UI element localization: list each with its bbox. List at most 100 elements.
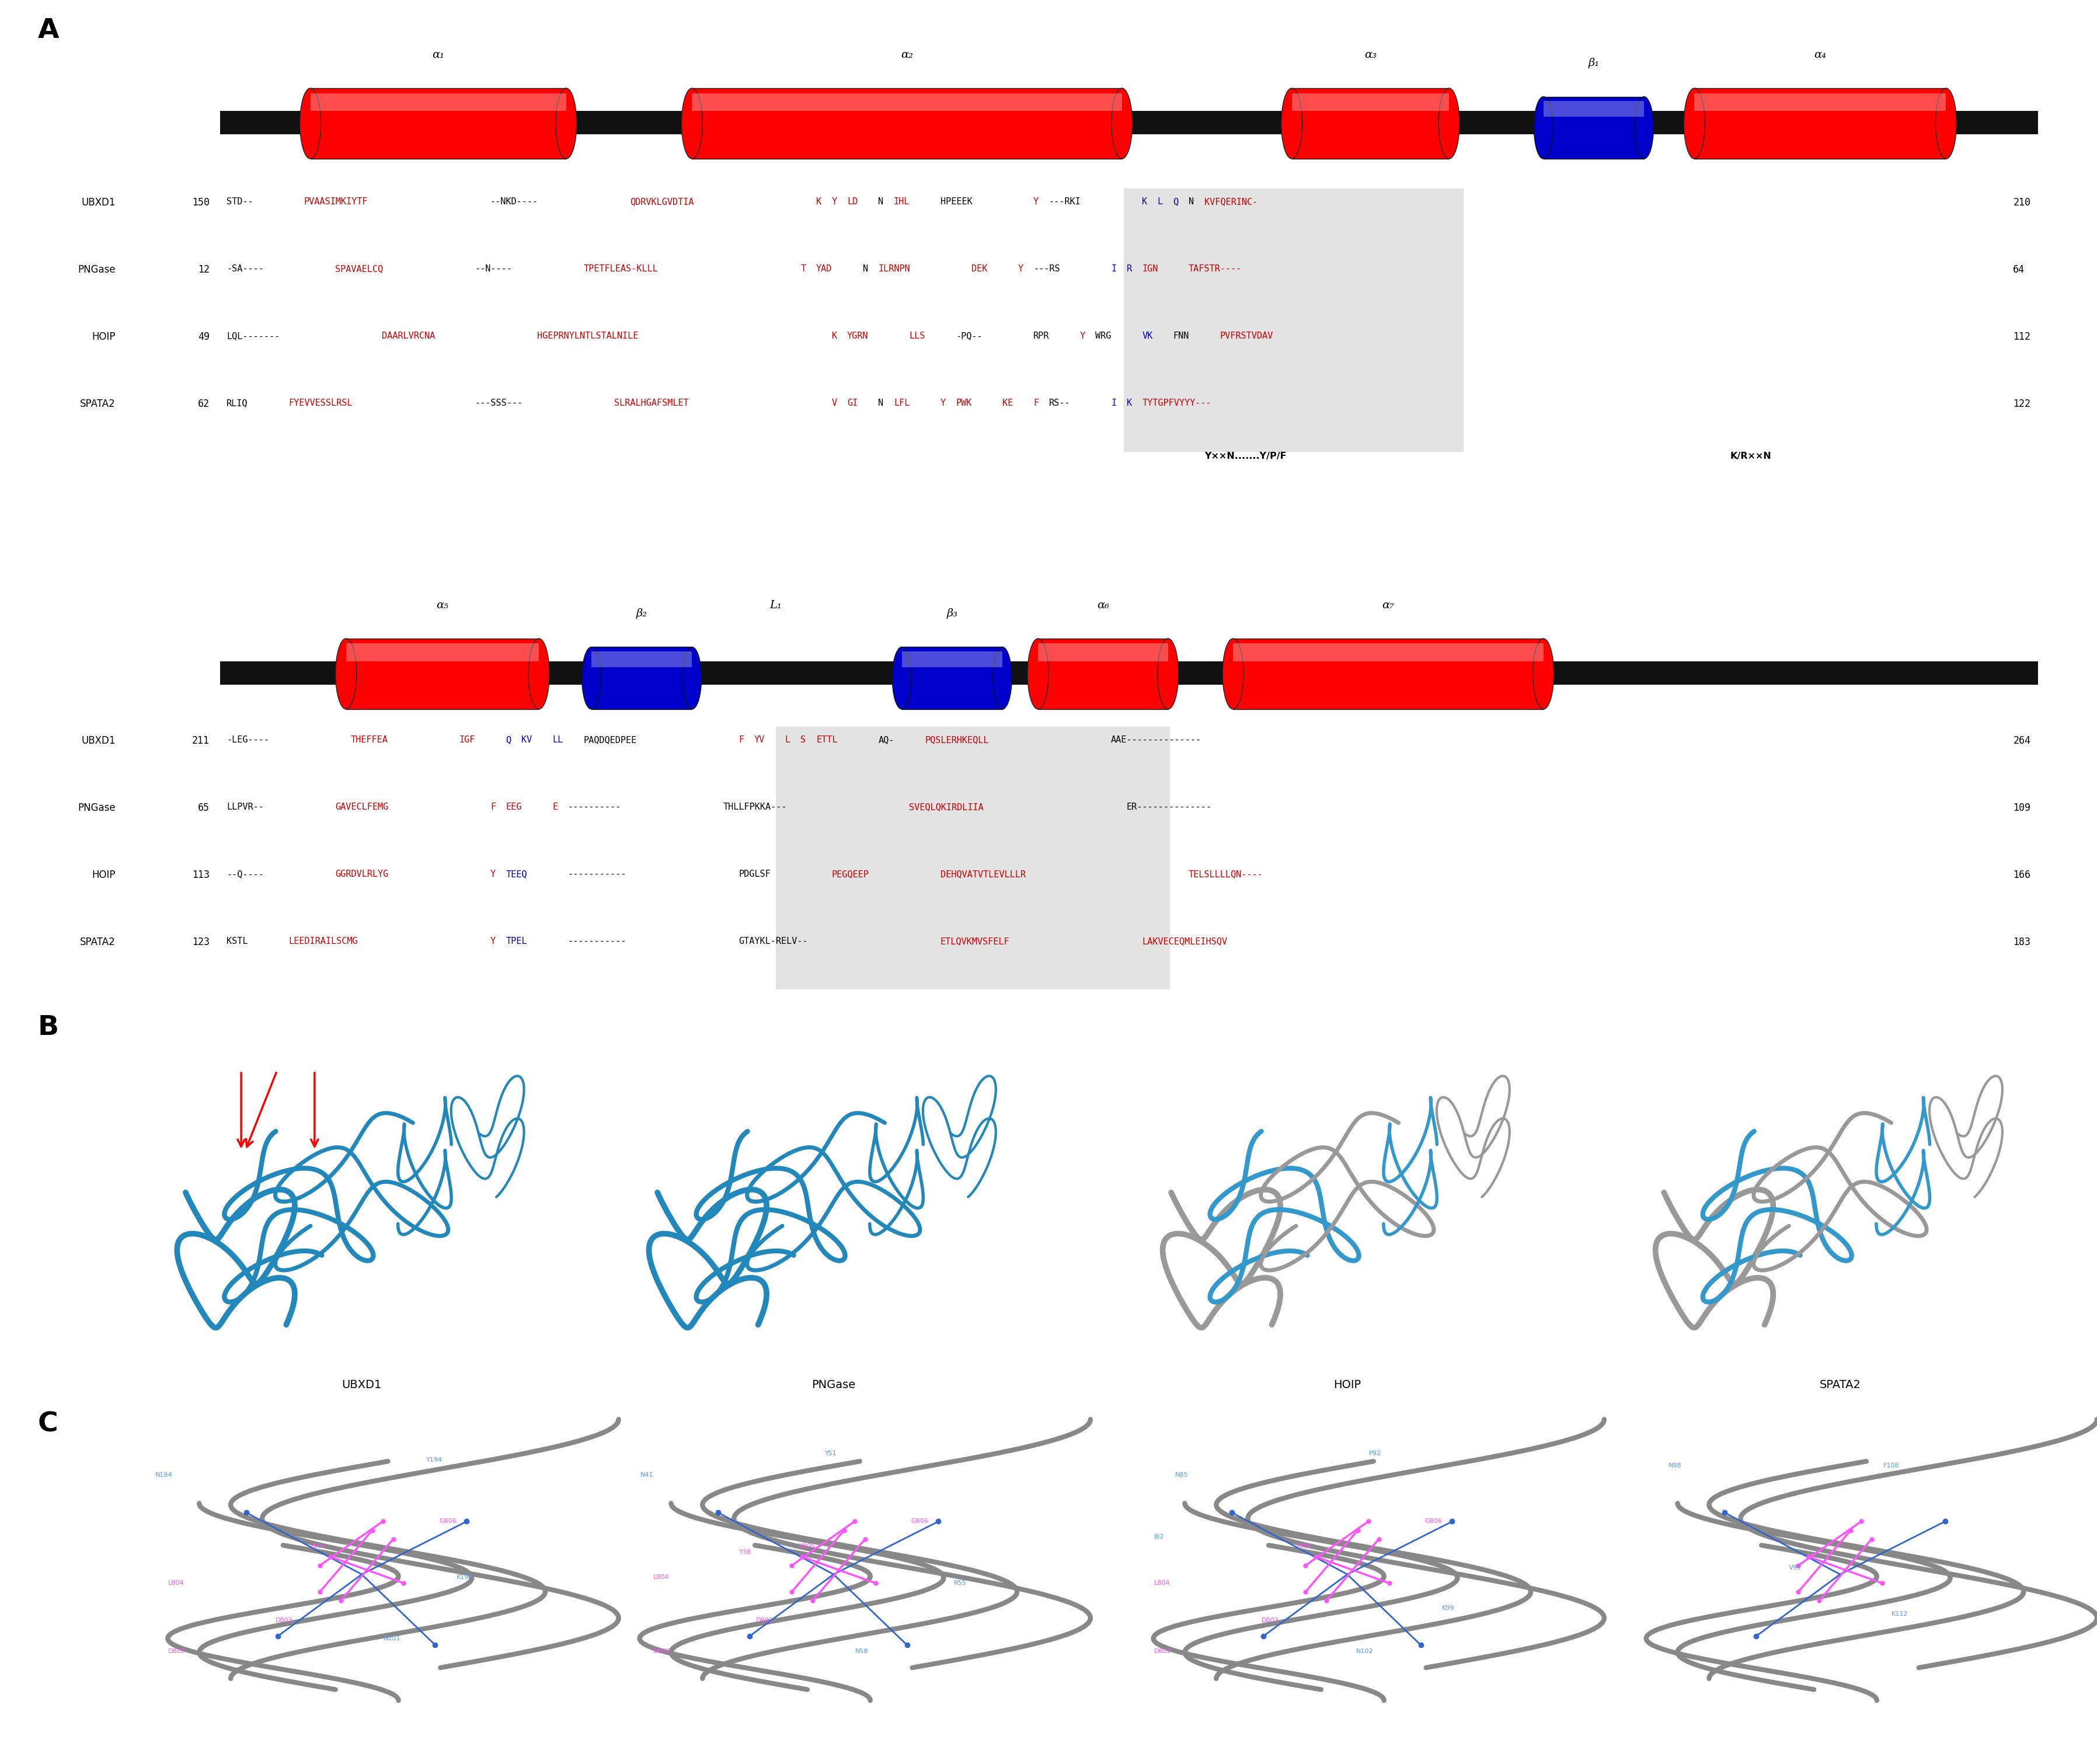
Ellipse shape [300,88,321,159]
Text: A: A [38,18,59,44]
Text: α₇: α₇ [1382,600,1395,610]
Bar [591,647,692,709]
Text: K198: K198 [457,1573,474,1581]
Text: Y: Y [1034,198,1038,206]
Text: PAQDQEDPEE: PAQDQEDPEE [583,736,637,744]
Bar [1233,644,1543,662]
Text: THEFFEA: THEFFEA [350,736,388,744]
Bar [692,88,1122,159]
Text: ILRNPN: ILRNPN [879,265,910,273]
Text: L₁: L₁ [770,600,782,610]
Bar [619,1429,1048,1738]
Text: STD--: STD-- [226,198,254,206]
Ellipse shape [528,639,549,709]
Text: 211: 211 [193,736,210,746]
Text: Y51: Y51 [824,1450,837,1457]
Text: KVFQERINC-: KVFQERINC- [1204,198,1258,206]
Ellipse shape [1028,639,1048,709]
Bar [147,1429,577,1738]
Text: FNN: FNN [1172,332,1189,340]
Bar [220,111,2038,134]
Text: TYTGPFVYYY---: TYTGPFVYYY--- [1143,399,1212,407]
Text: TEEQ: TEEQ [505,870,526,878]
Text: I82: I82 [1153,1535,1164,1540]
Text: C: C [38,1411,59,1438]
Bar [1233,639,1543,709]
Text: I: I [1111,265,1116,273]
Text: β₂: β₂ [635,609,648,619]
Bar [692,93,1122,111]
Text: G806: G806 [1424,1519,1443,1524]
Text: D803: D803 [757,1618,774,1623]
Text: D802: D802 [1153,1648,1172,1655]
Text: LLPVR--: LLPVR-- [226,803,264,811]
Text: PVFRSTVDAV: PVFRSTVDAV [1220,332,1273,340]
Text: GI: GI [847,399,858,407]
Ellipse shape [682,88,702,159]
Ellipse shape [1533,97,1552,159]
Bar [310,93,566,111]
Text: Y: Y [491,870,495,878]
Text: PVAASIMKIYTF: PVAASIMKIYTF [304,198,367,206]
Bar [346,644,539,662]
Ellipse shape [1111,88,1132,159]
Text: -PQ--: -PQ-- [956,332,983,340]
Bar [1694,88,1946,159]
Text: I: I [1111,399,1116,407]
Text: K99: K99 [1443,1605,1455,1611]
Text: FYEVVESSLRSL: FYEVVESSLRSL [289,399,352,407]
Text: T: T [801,265,805,273]
Text: R: R [1126,265,1132,273]
Text: Y: Y [491,937,495,946]
Text: LAKVECEQMLEIHSQV: LAKVECEQMLEIHSQV [1143,937,1227,946]
Text: L804: L804 [652,1573,669,1581]
Bar [619,1032,1048,1358]
Text: -----------: ----------- [568,937,627,946]
Ellipse shape [1223,639,1244,709]
Text: Y: Y [833,198,837,206]
Ellipse shape [893,647,912,709]
Text: F: F [1034,399,1038,407]
Ellipse shape [1936,88,1957,159]
Text: RS--: RS-- [1048,399,1069,407]
Text: 183: 183 [2013,937,2030,947]
Text: DEK: DEK [971,265,988,273]
Text: GAVECLFEMG: GAVECLFEMG [336,803,388,811]
Bar [591,651,692,667]
Text: F108: F108 [1883,1462,1900,1469]
Text: LD: LD [847,198,858,206]
Text: EEG: EEG [505,803,522,811]
Text: 122: 122 [2013,399,2030,409]
Text: Y××N.......Y/P/F: Y××N.......Y/P/F [1204,452,1288,460]
Text: K: K [1143,198,1147,206]
Text: AAE--------------: AAE-------------- [1111,736,1202,744]
Text: UBXD1: UBXD1 [82,736,115,746]
Text: Y38: Y38 [738,1549,751,1556]
Text: N184: N184 [155,1473,172,1478]
Text: 49: 49 [197,332,210,342]
Bar [1292,93,1449,111]
Text: SPATA2: SPATA2 [80,937,115,947]
Text: ---RS: ---RS [1034,265,1061,273]
Text: Y805: Y805 [799,1544,816,1549]
Text: 123: 123 [193,937,210,947]
Text: Q: Q [1172,198,1179,206]
Text: --NKD----: --NKD---- [491,198,539,206]
Text: N: N [1189,198,1193,206]
Text: ----------: ---------- [568,803,621,811]
Bar [1625,1032,2055,1358]
Text: Y: Y [1080,332,1086,340]
Text: F: F [491,803,495,811]
Text: KV: KV [522,736,533,744]
Bar [346,639,539,709]
Text: KE: KE [1002,399,1013,407]
Text: G806: G806 [438,1519,457,1524]
Ellipse shape [682,647,700,709]
Text: N102: N102 [1357,1648,1374,1655]
Text: YV: YV [755,736,765,744]
Text: TPEL: TPEL [505,937,526,946]
Text: TPETFLEAS-KLLL: TPETFLEAS-KLLL [583,265,658,273]
Text: RLIQ: RLIQ [226,399,247,407]
Text: YGRN: YGRN [847,332,868,340]
Text: TAFSTR----: TAFSTR---- [1189,265,1241,273]
